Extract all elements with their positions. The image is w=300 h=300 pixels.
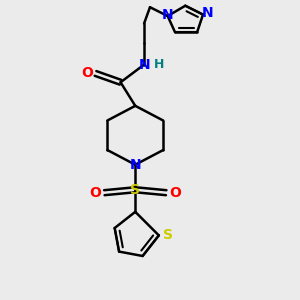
Text: O: O (169, 186, 181, 200)
Text: N: N (130, 158, 141, 172)
Text: O: O (90, 186, 101, 200)
Text: S: S (130, 183, 140, 197)
Text: N: N (162, 8, 173, 22)
Text: S: S (163, 228, 173, 242)
Text: N: N (202, 6, 213, 20)
Text: O: O (81, 66, 93, 80)
Text: H: H (154, 58, 165, 70)
Text: N: N (139, 58, 151, 72)
